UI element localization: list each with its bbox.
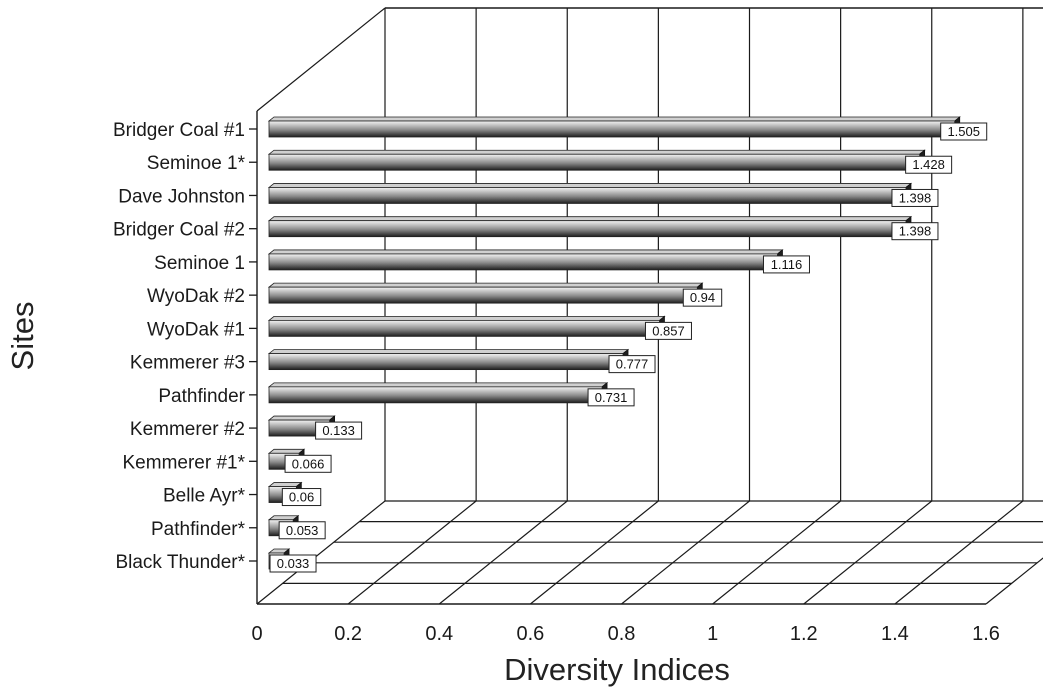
floor-depth-gridline: [347, 500, 477, 605]
floor-depth-gridline: [803, 500, 933, 605]
data-label: 0.857: [652, 323, 685, 338]
x-tick-label: 1.4: [881, 623, 909, 645]
category-label: Seminoe 1: [154, 253, 245, 274]
x-tick-labels: 0 0.2 0.4 0.6 0.8 1 1.2 1.4 1.6: [251, 623, 999, 645]
x-tick-label: 0.4: [425, 623, 453, 645]
bar: [268, 220, 907, 238]
bar-top-face: [267, 149, 926, 155]
category-label: Bridger Coal #2: [113, 220, 245, 241]
left-wall-top-edge: [256, 7, 386, 112]
bar: [268, 353, 624, 371]
category-labels: Bridger Coal #1 Seminoe 1* Dave Johnston Br…: [113, 120, 257, 573]
x-tick-label: 0.8: [608, 623, 636, 645]
bar: [268, 187, 907, 204]
data-label: 0.94: [690, 290, 715, 305]
x-tick-label: 0.6: [516, 623, 544, 645]
bar: [268, 319, 660, 337]
data-label-box: [608, 355, 656, 374]
x-tick-label: 1: [707, 623, 718, 645]
category-label: Dave Johnston: [118, 186, 245, 207]
bar: [268, 253, 778, 271]
bar-top-face: [267, 448, 306, 454]
bar: [268, 120, 956, 138]
floor-depth-gridline: [529, 500, 659, 605]
data-label: 1.505: [947, 124, 980, 139]
category-label: Black Thunder*: [115, 552, 245, 573]
data-label: 1.116: [771, 257, 803, 272]
data-label-box: [644, 321, 692, 340]
data-label: 1.398: [899, 190, 932, 205]
floor-depth-gridline: [712, 500, 842, 605]
x-axis-title: Diversity Indices: [504, 652, 730, 687]
bar: [268, 386, 603, 404]
bar-top-face: [267, 349, 630, 355]
chart-grid: [256, 7, 1043, 605]
category-label: Bridger Coal #1: [113, 120, 245, 141]
y-axis-title: Sites: [5, 302, 40, 371]
category-label: WyoDak #1: [147, 319, 245, 340]
x-tick-label: 0.2: [334, 623, 362, 645]
data-label-box: [682, 288, 723, 307]
bar-top-face: [267, 249, 784, 255]
data-label-box: [278, 521, 326, 540]
bar: [268, 153, 921, 171]
data-label: 0.133: [322, 423, 355, 438]
data-label: 0.033: [277, 556, 310, 571]
floor-depth-gridline: [985, 557, 1043, 605]
data-label: 0.053: [286, 523, 319, 538]
category-label: WyoDak #2: [147, 286, 245, 307]
data-label: 0.06: [289, 490, 314, 505]
floor-depth-gridline: [438, 500, 568, 605]
data-label-box: [281, 488, 322, 507]
category-label: Kemmerer #2: [130, 419, 245, 440]
x-tick-label: 1.6: [972, 623, 1000, 645]
data-label-box: [940, 122, 988, 141]
data-label: 0.066: [292, 456, 325, 471]
x-tick-label: 0: [251, 623, 262, 645]
category-label: Kemmerer #3: [130, 353, 245, 374]
data-label-box: [269, 554, 317, 573]
category-label: Pathfinder: [158, 386, 245, 407]
data-label-box: [315, 421, 363, 440]
data-label: 1.398: [899, 224, 932, 239]
bar-top-face: [267, 183, 913, 188]
floor-depth-gridline: [256, 500, 386, 605]
bar-top-face: [267, 116, 961, 122]
bar: [268, 286, 698, 304]
bar-top-face: [267, 216, 913, 222]
category-label: Kemmerer #1*: [123, 452, 246, 473]
bar-top-face: [267, 315, 666, 321]
x-tick-label: 1.2: [790, 623, 818, 645]
bar-top-face: [267, 415, 336, 421]
category-label: Pathfinder*: [151, 519, 246, 540]
data-label-box: [891, 222, 939, 241]
category-label: Belle Ayr*: [163, 486, 246, 507]
category-label: Seminoe 1*: [147, 153, 246, 174]
data-label-box: [587, 388, 635, 407]
data-label-box: [891, 188, 939, 207]
bar-top-face: [267, 282, 704, 288]
bar-top-face: [267, 382, 609, 388]
floor-depth-gridline: [621, 500, 750, 605]
data-label-box: [284, 454, 332, 473]
data-label: 0.731: [595, 390, 628, 405]
data-label-box: [905, 155, 953, 174]
data-labels: 1.505 1.428 1.398 1.398 1.116 0.94 0.857 0.777 0…: [269, 122, 988, 573]
data-label-box: [762, 255, 810, 274]
floor-depth-gridline: [894, 500, 1024, 605]
data-label: 1.428: [912, 157, 945, 172]
data-label: 0.777: [616, 357, 649, 372]
